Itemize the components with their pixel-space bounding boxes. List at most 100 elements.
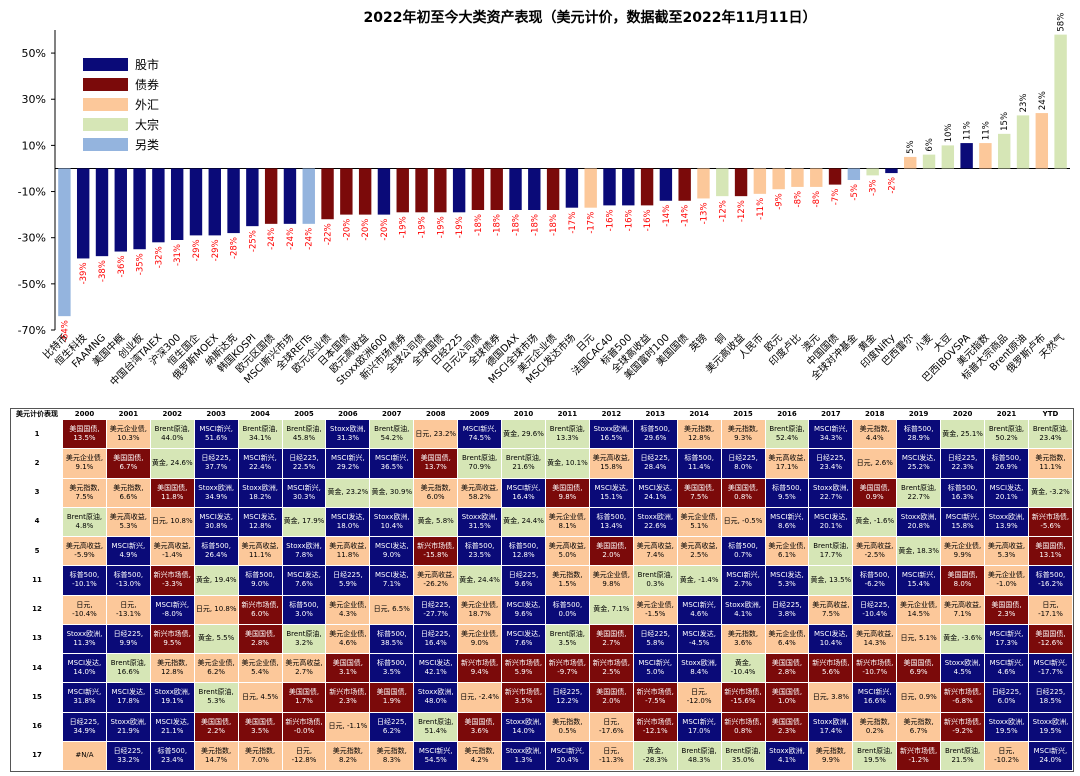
bar: [979, 143, 992, 169]
table-cell: 黄金, 29.6%: [501, 418, 546, 450]
table-cell: MSCI新兴, -17.7%: [1027, 652, 1074, 684]
bar-value-label: 11%: [981, 121, 991, 140]
table-cell: Stoxx欧洲, 8.4%: [676, 652, 722, 684]
bar-value-label: -35%: [136, 253, 146, 275]
year-header: 2013: [632, 409, 678, 420]
legend-swatch-bond: [83, 78, 128, 91]
bar: [659, 168, 673, 201]
table-cell: Brent原油, 0.3%: [632, 565, 678, 596]
table-cell: 美国国债, 7.5%: [676, 477, 722, 508]
y-tick-label: -30%: [18, 232, 46, 245]
bar: [584, 168, 597, 208]
rank-label: 14: [11, 652, 63, 684]
table-cell: 新兴市场债, 9.5%: [149, 623, 195, 655]
bar-value-label: -9%: [775, 193, 785, 210]
rank-label: 2: [11, 448, 63, 479]
bar-value-label: -25%: [248, 230, 258, 252]
table-cell: MSCI新兴, -8.0%: [149, 594, 195, 625]
table-cell: MSCI发达, 17.8%: [105, 682, 151, 713]
bar: [396, 168, 409, 213]
bar-value-label: -39%: [79, 262, 89, 284]
table-cell: 美国国债, 13.5%: [62, 418, 107, 450]
table-cell: 标普500, 23.4%: [149, 740, 195, 772]
bar: [1054, 34, 1067, 169]
table-cell: MSCI发达, 7.1%: [369, 565, 415, 596]
year-header: 2006: [325, 409, 371, 420]
table-cell: 标普500, -10.1%: [62, 565, 107, 596]
table-cell: 日元, 4.5%: [237, 682, 283, 713]
table-cell: 日元, 5.1%: [896, 623, 942, 655]
table-cell: 标普500, 38.5%: [369, 623, 415, 655]
table-cell: 日经225, 9.9%: [105, 623, 151, 655]
y-tick-label: 50%: [22, 47, 46, 60]
table-cell: 美国国债, 2.2%: [193, 711, 239, 742]
table-cell: Brent原油, 21.6%: [501, 448, 546, 479]
table-cell: Stoxx欧洲, 34.9%: [193, 477, 239, 508]
table-cell: Stoxx欧洲, 48.0%: [413, 682, 459, 713]
year-header: 2004: [237, 409, 283, 420]
bar-value-label: -14%: [662, 205, 672, 227]
bar-value-label: -20%: [361, 219, 371, 241]
table-cell: 新兴市场债, -6.8%: [940, 682, 986, 713]
table-cell: 日经225, 5.8%: [632, 623, 678, 655]
bar: [283, 168, 297, 224]
table-cell: MSCI新兴, 31.8%: [62, 682, 107, 713]
bar-value-label: 6%: [925, 138, 935, 152]
table-cell: 日元, -0.5%: [720, 506, 766, 538]
bar-value-label: -12%: [718, 200, 728, 222]
table-cell: 标普500, 3.0%: [281, 594, 327, 625]
bar: [810, 168, 823, 187]
table-cell: MSCI发达, 9.0%: [369, 535, 415, 567]
table-cell: #N/A: [62, 740, 107, 772]
table-cell: Brent原油, 34.1%: [237, 418, 283, 450]
table-cell: 美元企业债, 4.6%: [325, 623, 371, 655]
table-cell: 新兴市场债, -1.2%: [896, 740, 942, 772]
y-tick-label: 10%: [22, 139, 46, 152]
table-cell: Stoxx欧洲, 1.3%: [501, 740, 546, 772]
table-cell: 美元指数, 9.3%: [720, 418, 766, 450]
bar-value-label: -18%: [549, 214, 559, 236]
table-cell: 美元企业债, 6.2%: [193, 652, 239, 684]
table-cell: Stoxx欧洲, 20.8%: [896, 506, 942, 538]
bar: [227, 168, 240, 234]
table-cell: 美国国债, 2.8%: [764, 652, 810, 684]
bar: [95, 168, 109, 257]
table-cell: 美国国债, 13.7%: [413, 448, 459, 479]
table-cell: MSCI发达, 9.6%: [501, 594, 546, 625]
table-cell: MSCI发达, 14.0%: [62, 652, 107, 684]
bar-value-label: -3%: [869, 179, 879, 196]
table-cell: Stoxx欧洲, 11.3%: [62, 623, 107, 655]
table-cell: 日经225, 16.4%: [413, 623, 459, 655]
bar-value-label: 5%: [906, 140, 916, 154]
table-cell: Brent原油, 16.6%: [105, 652, 151, 684]
table-cell: MSCI发达, -4.5%: [676, 623, 722, 655]
year-header: 2010: [501, 409, 546, 420]
rank-label: 15: [11, 682, 63, 713]
table-cell: MSCI发达, 25.2%: [896, 448, 942, 479]
table-cell: 标普500, 29.6%: [632, 418, 678, 450]
table-cell: 美元高收益, 7.1%: [940, 594, 986, 625]
bar-value-label: -64%: [60, 320, 70, 342]
table-cell: 美元指数, 3.6%: [720, 623, 766, 655]
bar-value-label: -8%: [812, 191, 822, 208]
table-cell: MSCI发达, 12.8%: [237, 506, 283, 538]
table-cell: 美元指数, 0.2%: [852, 711, 898, 742]
table-cell: MSCI新兴, 2.7%: [720, 565, 766, 596]
table-cell: 美元指数, 14.7%: [193, 740, 239, 772]
bar: [885, 168, 898, 174]
table-cell: 新兴市场债, -12.1%: [632, 711, 678, 742]
table-cell: 日经225, 6.0%: [984, 682, 1029, 713]
table-cell: 新兴市场债, -9.7%: [544, 652, 590, 684]
table-cell: 美国国债, 2.3%: [764, 711, 810, 742]
table-cell: 美元企业债, 6.4%: [764, 623, 810, 655]
table-cell: 日经225, 28.4%: [632, 448, 678, 479]
bar: [133, 168, 146, 250]
table-cell: 美元高收益, 5.3%: [984, 535, 1029, 567]
category-label: 英镑: [686, 331, 709, 354]
year-header: 2016: [764, 409, 810, 420]
table-cell: 美元企业债, 9.8%: [588, 565, 634, 596]
table-cell: 日元, 10.8%: [193, 594, 239, 625]
table-cell: Stoxx欧洲, 19.5%: [984, 711, 1029, 742]
table-cell: Brent原油, 70.9%: [457, 448, 503, 479]
table-cell: Stoxx欧洲, 31.3%: [325, 418, 371, 450]
